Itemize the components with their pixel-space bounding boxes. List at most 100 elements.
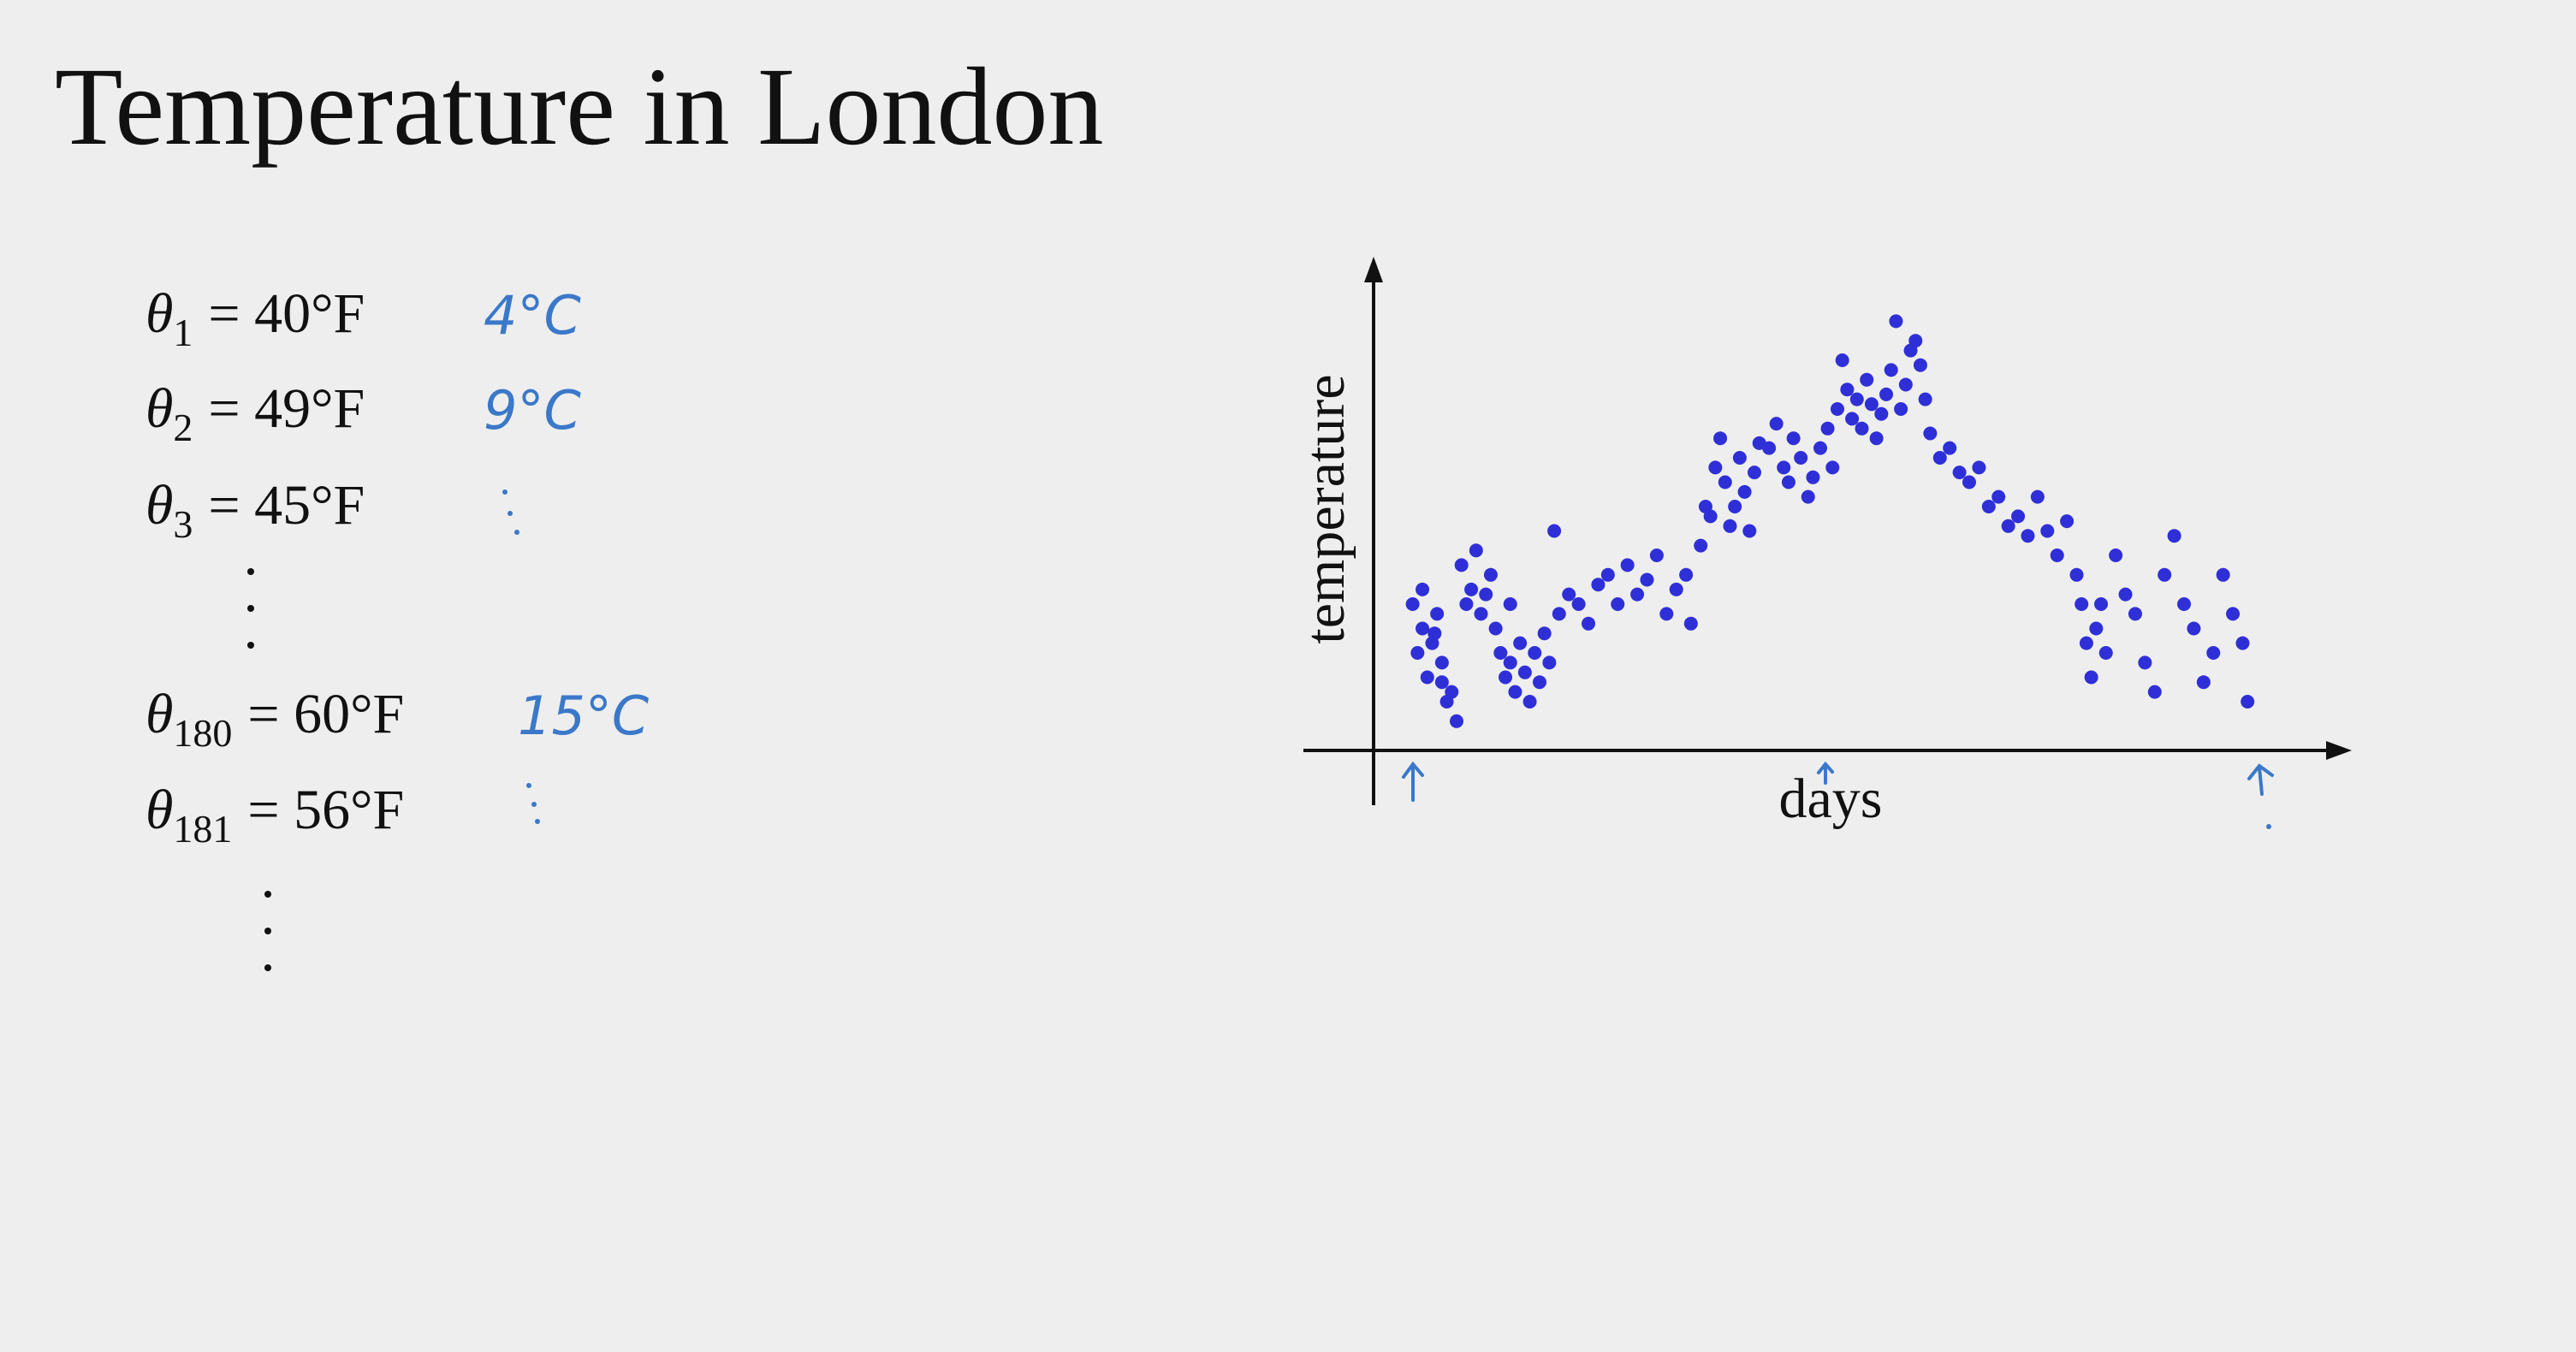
symbol: θ: [145, 683, 173, 745]
data-point: [1786, 431, 1801, 446]
data-point: [1864, 397, 1879, 412]
data-point: [1503, 655, 1517, 670]
data-point: [2011, 509, 2026, 524]
data-point: [1874, 406, 1889, 421]
data-point: [1840, 382, 1855, 397]
handwritten-note: 9°C: [484, 379, 581, 442]
data-point: [1723, 519, 1737, 533]
subscript: 2: [173, 406, 193, 449]
data-point: [1630, 587, 1645, 602]
data-point: [2158, 567, 2172, 582]
data-point: [1694, 538, 1708, 553]
symbol: θ: [145, 474, 173, 537]
y-arrowhead: [1364, 257, 1383, 282]
dot: [247, 605, 254, 612]
dot: [502, 489, 507, 495]
data-point: [1434, 655, 1449, 670]
data-point: [2187, 621, 2201, 636]
data-point: [1894, 402, 1908, 416]
data-point: [1562, 587, 1576, 602]
data-point: [1503, 597, 1517, 611]
data-point: [1454, 558, 1469, 572]
data-point: [2001, 519, 2015, 533]
scatter-points: [1405, 314, 2255, 728]
dot: [2266, 824, 2271, 829]
symbol: θ: [145, 779, 173, 841]
data-point: [1932, 451, 1947, 465]
data-point: [2030, 489, 2045, 504]
subscript: 181: [173, 807, 232, 851]
data-point: [1898, 377, 1913, 392]
data-point: [1855, 421, 1869, 436]
data-point: [2060, 514, 2074, 529]
equation: θ2 = 49°F: [145, 377, 365, 449]
data-point: [2094, 597, 2109, 611]
subscript: 1: [173, 311, 193, 354]
data-point: [1777, 460, 1791, 475]
data-point: [2216, 567, 2230, 582]
data-point: [1479, 587, 1493, 602]
data-point: [2079, 636, 2093, 650]
data-point: [1991, 489, 2006, 504]
data-point: [1869, 431, 1884, 446]
x-axis-label: days: [1779, 768, 1883, 830]
data-point: [1640, 572, 1654, 587]
data-point: [1943, 441, 1957, 455]
data-point: [2206, 646, 2221, 660]
data-point: [1683, 616, 1698, 631]
data-point: [1918, 392, 1932, 406]
data-point: [1845, 412, 1860, 426]
dot: [264, 891, 271, 898]
y-axis-label: temperature: [1294, 374, 1356, 643]
data-point: [1718, 475, 1732, 489]
data-point: [1513, 636, 1528, 650]
data-point: [1405, 597, 1420, 611]
data-point: [1713, 431, 1728, 446]
data-point: [1889, 314, 1903, 329]
data-point: [1659, 607, 1674, 621]
data-point: [1410, 646, 1425, 660]
data-point: [2226, 607, 2241, 621]
data-point: [2089, 621, 2104, 636]
dot: [507, 511, 513, 516]
data-point: [1801, 489, 1815, 504]
dot: [535, 819, 540, 824]
data-point: [1528, 646, 1542, 660]
value: = 56°F: [247, 779, 404, 841]
data-point: [2050, 549, 2064, 562]
data-point: [1952, 465, 1967, 480]
data-point: [2128, 607, 2142, 621]
data-point: [1732, 451, 1747, 465]
value: = 40°F: [208, 282, 365, 345]
data-point: [1825, 460, 1840, 475]
data-point: [1620, 558, 1635, 572]
data-point: [1708, 460, 1723, 475]
data-point: [1420, 670, 1434, 685]
data-point: [1747, 465, 1761, 480]
dot: [531, 802, 537, 807]
data-point: [1600, 567, 1615, 582]
data-point: [2196, 675, 2211, 690]
data-point: [1522, 695, 1537, 709]
symbol: θ: [145, 377, 173, 440]
data-point: [2021, 529, 2035, 543]
data-point: [1972, 460, 1986, 475]
data-point: [1830, 402, 1844, 416]
data-point: [1464, 582, 1479, 596]
data-point: [2177, 597, 2192, 611]
data-point: [2040, 524, 2055, 538]
data-point: [1611, 597, 1625, 611]
data-point: [1434, 675, 1449, 690]
symbol: θ: [145, 282, 173, 345]
value: = 60°F: [247, 683, 404, 745]
dot: [514, 530, 519, 535]
dot: [264, 964, 271, 971]
axes: [1303, 274, 2330, 805]
equation: θ1 = 40°F: [145, 282, 365, 354]
data-point: [1582, 616, 1596, 631]
data-point: [1416, 621, 1430, 636]
data-point: [1483, 567, 1498, 582]
handwritten-arrows: [1402, 761, 2274, 802]
data-point: [2084, 670, 2098, 685]
data-point: [1430, 607, 1445, 621]
